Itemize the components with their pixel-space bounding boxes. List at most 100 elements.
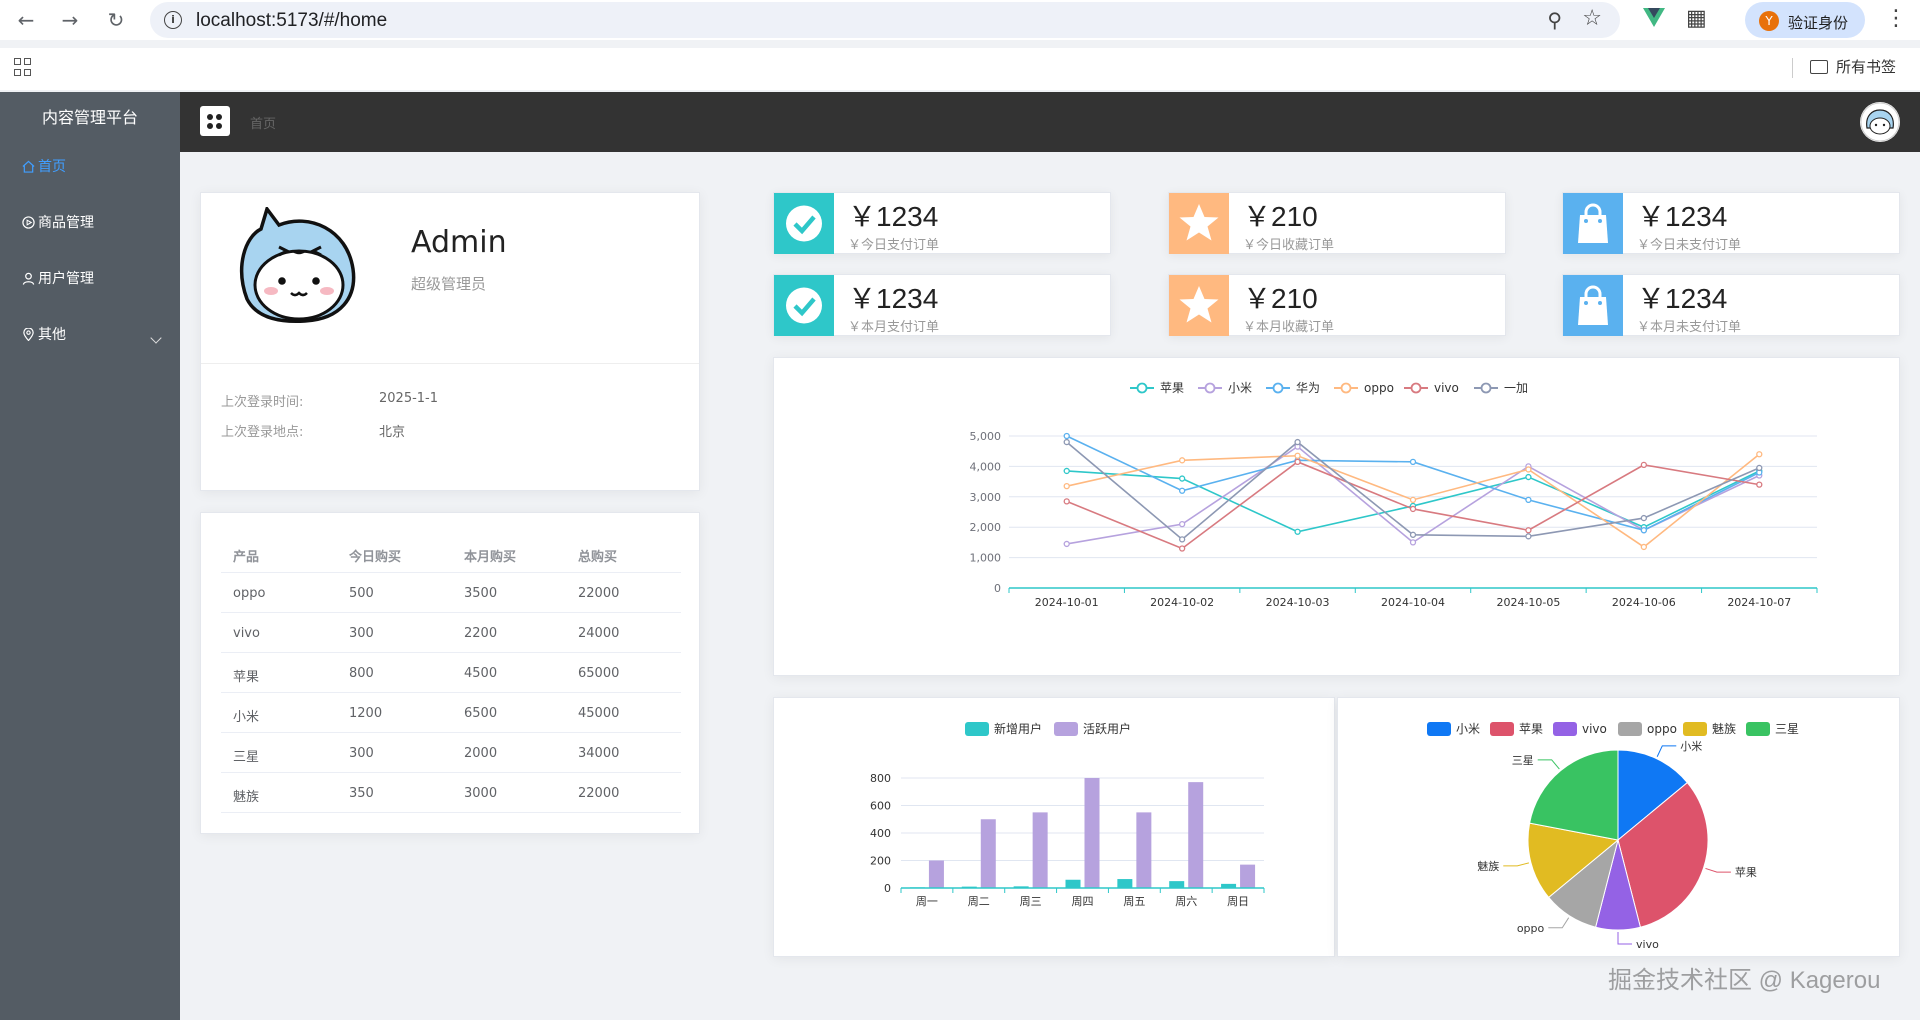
series-line [1066,435,1760,532]
data-point [1409,496,1417,503]
data-point [1294,438,1301,446]
data-point [1063,432,1070,440]
all-bookmarks-button[interactable]: 所有书签 [1810,56,1896,77]
data-point [1640,514,1648,522]
legend-marker [1204,382,1216,394]
column-header: 今日购买 [349,550,402,565]
label-line [1705,867,1731,873]
x-tick-label: 周三 [1020,895,1042,908]
x-tick-label: 2024-10-02 [1150,596,1214,609]
breadcrumb[interactable]: 首页 [250,117,277,132]
chevron-down-icon[interactable] [150,332,162,344]
x-tick-label: 周一 [916,895,938,908]
extensions-icon[interactable]: ▦ [1686,6,1707,31]
data-point [1178,487,1186,494]
avatar[interactable] [1860,102,1900,142]
star-icon [1169,193,1229,254]
legend-label: 小米 [1456,722,1480,736]
bar-chart[interactable]: 新增用户 活跃用户 0 200 400 600 800 周一 周二 周三 周四 周五 周六 周日 [774,698,1334,956]
bar [980,819,996,888]
line-chart-card: 苹果 小米 华为 oppo vivo 一加 0 1,000 2,000 3,000 4,000 5,0… [773,357,1900,676]
x-tick-label: 2024-10-04 [1381,596,1445,609]
sidebar-item-goods[interactable]: 商品管理 [22,213,94,233]
profile-verify-button[interactable]: Y 验证身份 [1745,2,1865,38]
bookmark-star-icon[interactable]: ☆ [1582,6,1602,31]
table-cell: 34000 [578,746,620,761]
reload-icon[interactable]: ↻ [107,8,125,32]
data-point [1409,531,1417,538]
stat-label: ￥本月未支付订单 [1637,320,1742,335]
table-cell: 350 [349,786,374,801]
top-header: 首页 [180,92,1920,152]
verify-label: 验证身份 [1788,14,1849,32]
legend-marker [1683,722,1707,736]
forward-icon[interactable]: → [61,8,79,32]
bar-chart-card: 新增用户 活跃用户 0 200 400 600 800 周一 周二 周三 周四 周五 周六 周日 [773,697,1335,957]
star-icon [1169,275,1229,336]
table-cell: 300 [349,626,374,641]
apps-grid-icon[interactable] [14,58,32,76]
legend-label: 活跃用户 [1083,721,1131,736]
stat-card-month-fav: ￥210 ￥本月收藏订单 [1168,274,1506,336]
url-text[interactable]: localhost:5173/#/home [196,10,388,31]
table-cell: 6500 [464,706,498,721]
legend-label: 魅族 [1712,721,1736,736]
sidebar-item-label: 首页 [38,159,66,175]
sidebar-item-users[interactable]: 用户管理 [22,269,94,289]
vue-devtools-icon[interactable] [1643,8,1665,28]
table-header-row: 产品 今日购买 本月购买 总购买 [221,533,681,573]
x-tick-label: 周五 [1123,895,1145,908]
legend-label: oppo [1647,722,1677,736]
stat-card-today-fav: ￥210 ￥今日收藏订单 [1168,192,1506,254]
data-point [1756,481,1763,488]
stat-card-month-unpaid: ￥1234 ￥本月未支付订单 [1562,274,1900,336]
data-point [1178,536,1186,543]
column-header: 本月购买 [464,550,517,565]
table-cell: 22000 [578,586,620,601]
stat-value: ￥210 [1243,201,1318,232]
zoom-icon[interactable]: ⚲ [1547,8,1562,32]
browser-menu-icon[interactable]: ⋮ [1885,6,1907,31]
y-tick-label: 200 [870,855,891,868]
bar [1136,812,1152,888]
data-point [1063,467,1070,475]
check-circle-icon [774,193,834,254]
user-avatar-icon [1860,102,1900,142]
line-chart[interactable]: 苹果 小米 华为 oppo vivo 一加 0 1,000 2,000 3,000 4,000 5,0… [774,358,1899,675]
table-row: 三星 300 2000 34000 [221,733,681,773]
user-role: 超级管理员 [411,275,487,293]
table-row: oppo 500 3500 22000 [221,573,681,613]
location-icon [23,328,34,341]
legend-marker [1340,382,1352,394]
sidebar-item-label: 商品管理 [38,215,94,231]
y-tick-label: 800 [870,772,891,785]
menu-toggle-button[interactable] [200,106,230,136]
x-tick-label: 周六 [1175,895,1197,908]
pie-slice [1529,749,1619,841]
stat-card-month-paid: ￥1234 ￥本月支付订单 [773,274,1111,336]
table-cell: 2200 [464,626,498,641]
slice-label: vivo [1636,938,1659,951]
y-tick-label: 2,000 [970,521,1002,534]
sidebar-item-other[interactable]: 其他 [22,325,66,345]
address-bar[interactable]: i localhost:5173/#/home ⚲ ☆ [150,2,1620,38]
bar [928,860,944,888]
data-point [1063,438,1070,446]
table-cell: 300 [349,746,374,761]
data-point [1294,528,1301,535]
table-row: vivo 300 2200 24000 [221,613,681,653]
y-tick-label: 3,000 [970,491,1002,504]
column-header: 总购买 [578,550,618,565]
data-point [1063,483,1070,490]
legend-marker [1490,722,1514,736]
x-tick-label: 2024-10-05 [1496,596,1560,609]
table-cell: 苹果 [233,670,260,685]
sidebar-item-home[interactable]: 首页 [22,157,66,177]
stat-label: ￥今日收藏订单 [1243,238,1335,253]
site-info-icon[interactable]: i [164,11,182,29]
bar [1188,782,1204,888]
back-icon[interactable]: ← [17,8,35,32]
data-point [1640,543,1648,551]
table-row: 小米 1200 6500 45000 [221,693,681,733]
